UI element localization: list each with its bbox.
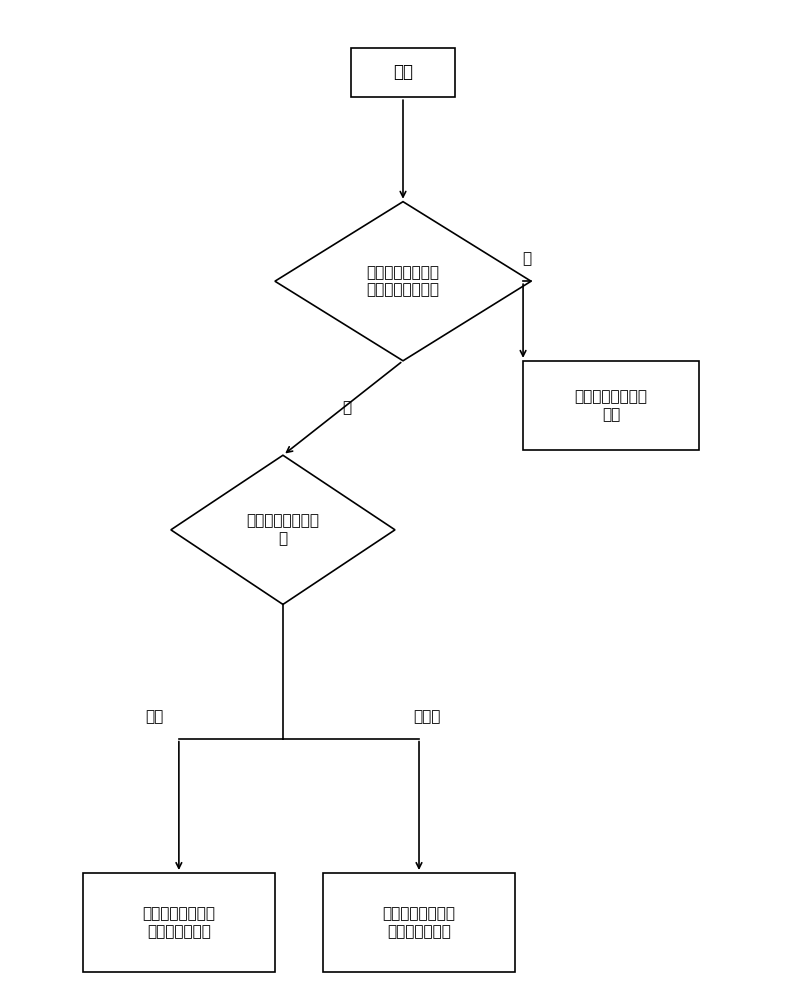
Polygon shape — [275, 202, 531, 361]
Polygon shape — [171, 455, 395, 604]
Text: 铁质: 铁质 — [146, 709, 164, 724]
Text: 启用电磁方式对所
述锅具进行加热: 启用电磁方式对所 述锅具进行加热 — [143, 906, 215, 939]
Text: 开机: 开机 — [393, 63, 413, 81]
Text: 否: 否 — [522, 251, 532, 266]
FancyBboxPatch shape — [83, 873, 275, 972]
Text: 判断所述锅具的材
质: 判断所述锅具的材 质 — [247, 514, 319, 546]
Text: 提示装置发出提示
信号: 提示装置发出提示 信号 — [575, 389, 647, 422]
FancyBboxPatch shape — [351, 48, 455, 97]
Text: 是: 是 — [343, 401, 351, 416]
Text: 非铁质: 非铁质 — [413, 709, 441, 724]
FancyBboxPatch shape — [323, 873, 515, 972]
FancyBboxPatch shape — [523, 361, 699, 450]
Text: 启用电热方式对所
述锅具进行加热: 启用电热方式对所 述锅具进行加热 — [383, 906, 455, 939]
Text: 检测是否有锅具放
置于电加热炉具上: 检测是否有锅具放 置于电加热炉具上 — [367, 265, 439, 297]
